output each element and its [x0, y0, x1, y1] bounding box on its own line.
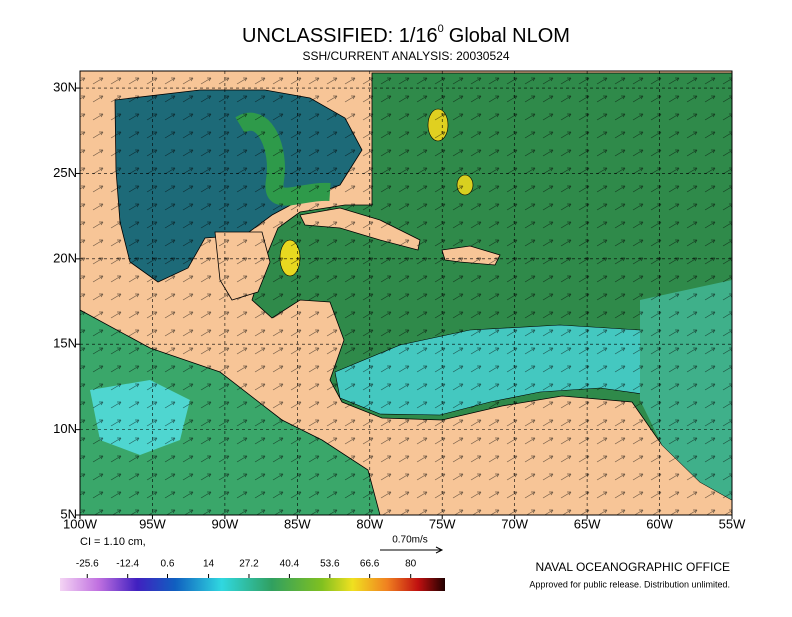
- y-tick-label: 25N: [53, 165, 77, 180]
- current-vectors: [80, 71, 732, 515]
- x-tick-label: 85W: [284, 516, 311, 531]
- title: UNCLASSIFIED: 1/160 Global NLOM: [242, 23, 570, 47]
- y-tick-label: 10N: [53, 421, 77, 436]
- x-tick-label: 100W: [63, 516, 98, 531]
- colorbar-tick-label: -12.4: [116, 559, 139, 570]
- x-tick-label: 55W: [719, 516, 746, 531]
- colorbar: [60, 578, 445, 591]
- vector-scale: 0.70m/s: [392, 535, 428, 546]
- release-note: Approved for public release. Distributio…: [529, 579, 730, 589]
- colorbar-ticks: -25.6 -12.4 0.6 14 27.2 40.4 53.6 66.6 80: [76, 559, 417, 578]
- x-tick-label: 60W: [646, 516, 673, 531]
- map-frame: [79, 70, 733, 516]
- y-tick-label: 15N: [53, 336, 77, 351]
- subtitle: SSH/CURRENT ANALYSIS: 20030524: [303, 49, 510, 63]
- vector-scale-arrow: [380, 546, 444, 554]
- contour-interval: CI = 1.10 cm,: [80, 536, 146, 548]
- colorbar-tick-label: 40.4: [280, 559, 300, 570]
- colorbar-tick-label: 14: [203, 559, 215, 570]
- x-tick-label: 70W: [501, 516, 528, 531]
- x-tick-label: 95W: [139, 516, 166, 531]
- colorbar-tick-label: 27.2: [239, 559, 259, 570]
- y-tick-label: 30N: [53, 80, 77, 95]
- y-tick-label: 5N: [60, 506, 77, 521]
- colorbar-tick-label: 66.6: [360, 559, 380, 570]
- x-tick-label: 90W: [212, 516, 239, 531]
- x-tick-label: 75W: [429, 516, 456, 531]
- title-main: UNCLASSIFIED: 1/16: [242, 25, 438, 47]
- x-tick-label: 80W: [356, 516, 383, 531]
- y-tick-label: 20N: [53, 250, 77, 265]
- title-superscript: 0: [438, 23, 444, 35]
- title-rest: Global NLOM: [449, 25, 570, 47]
- colorbar-tick-label: -25.6: [76, 559, 99, 570]
- office: NAVAL OCEANOGRAPHIC OFFICE: [536, 560, 730, 574]
- colorbar-tick-label: 0.6: [161, 559, 175, 570]
- map-body: [80, 71, 732, 515]
- colorbar-tick-label: 80: [405, 559, 417, 570]
- colorbar-tick-label: 53.6: [320, 559, 340, 570]
- x-tick-label: 65W: [574, 516, 601, 531]
